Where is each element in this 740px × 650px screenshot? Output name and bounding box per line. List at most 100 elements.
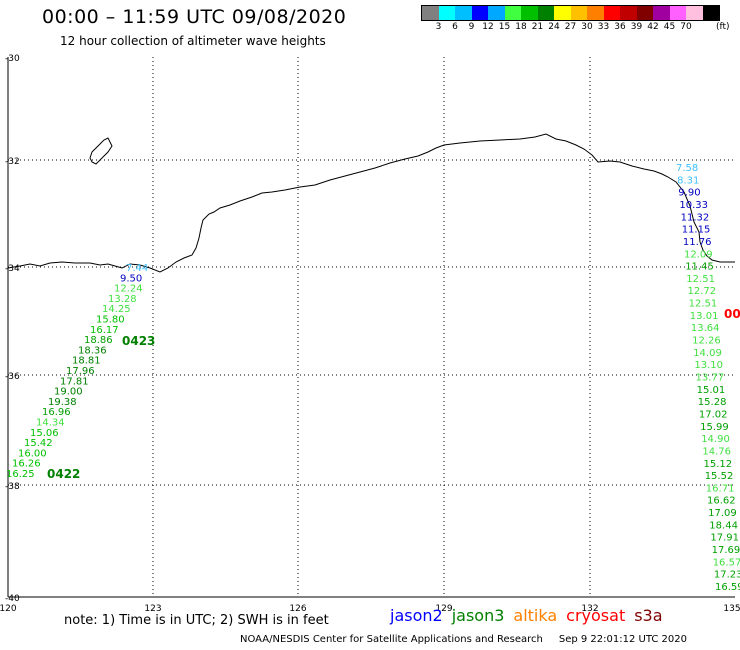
wave-height-value: 17.91 bbox=[710, 533, 739, 544]
map-subtitle: 12 hour collection of altimeter wave hei… bbox=[60, 34, 326, 48]
wave-height-value: 8.31 bbox=[677, 175, 699, 186]
lon-label: 135 bbox=[723, 604, 740, 614]
colorbar-tick-label: 42 bbox=[647, 22, 659, 32]
colorbar-swatch bbox=[438, 6, 455, 20]
wave-height-value: 12.09 bbox=[684, 249, 713, 260]
colorbar-swatch bbox=[669, 6, 686, 20]
wave-height-value: 12.51 bbox=[686, 274, 715, 285]
lat-label: -30 bbox=[5, 54, 20, 64]
colorbar-tick-label: 27 bbox=[564, 22, 577, 32]
footer-timestamp: Sep 9 22:01:12 UTC 2020 bbox=[558, 634, 687, 645]
wave-height-value: 17.23 bbox=[714, 570, 740, 581]
wave-height-value: 13.10 bbox=[694, 360, 723, 371]
wave-height-value: 7.58 bbox=[676, 163, 698, 174]
left-track-values: 7.449.5012.2413.2814.2515.8016.1718.8618… bbox=[6, 263, 148, 480]
wave-height-value: 15.52 bbox=[705, 471, 734, 482]
lon-label: 126 bbox=[289, 604, 306, 614]
wave-height-value: 15.80 bbox=[96, 315, 125, 326]
lon-label: 123 bbox=[144, 604, 161, 614]
wave-height-value: 15.99 bbox=[700, 422, 729, 433]
colorbar-tick-label: 3 bbox=[435, 22, 442, 32]
latitude-labels: -30 -32 -34 -36 -38 -40 bbox=[5, 54, 20, 604]
lon-label: 129 bbox=[435, 604, 452, 614]
colorbar-swatch bbox=[455, 6, 472, 20]
wave-height-value: 16.62 bbox=[707, 496, 736, 507]
wave-height-value: 12.72 bbox=[688, 286, 717, 297]
island-outline bbox=[89, 137, 113, 165]
coastline bbox=[7, 133, 735, 273]
wave-height-value: 18.81 bbox=[72, 356, 101, 367]
colorbar-swatch bbox=[504, 6, 521, 20]
satellite-legend-item: jason3 bbox=[451, 606, 505, 625]
colorbar-tick-label: 15 bbox=[498, 22, 511, 32]
colorbar-unit: (ft) bbox=[716, 22, 730, 32]
colorbar-tick-label: 12 bbox=[482, 22, 494, 32]
lat-label: -32 bbox=[5, 157, 20, 167]
colorbar-tick-label: 33 bbox=[597, 22, 610, 32]
wave-height-value: 15.06 bbox=[30, 428, 59, 439]
wave-height-value: 17.02 bbox=[699, 410, 728, 421]
colorbar-swatch bbox=[488, 6, 505, 20]
colorbar-swatch bbox=[521, 6, 538, 20]
wave-height-value: 16.26 bbox=[12, 459, 41, 470]
colorbar-tick-label: 36 bbox=[614, 22, 626, 32]
wave-height-value: 7.44 bbox=[126, 263, 148, 274]
map-title: 00:00 – 11:59 UTC 09/08/2020 bbox=[42, 6, 347, 28]
wave-height-value: 15.42 bbox=[24, 438, 53, 449]
lon-label: 132 bbox=[581, 604, 598, 614]
wave-height-value: 17.96 bbox=[66, 366, 95, 377]
colorbar-tick-label: 45 bbox=[663, 22, 676, 32]
satellite-legend-item: s3a bbox=[634, 606, 663, 625]
lat-label: -36 bbox=[5, 372, 20, 382]
colorbar-tick-label: 6 bbox=[452, 22, 458, 32]
wave-height-value: 15.01 bbox=[697, 385, 726, 396]
wave-height-value: 18.36 bbox=[78, 345, 107, 356]
wave-height-colorbar bbox=[421, 5, 720, 21]
colorbar-tick-label: 9 bbox=[468, 22, 475, 32]
wave-height-value: 18.44 bbox=[709, 520, 738, 531]
colorbar-swatch bbox=[471, 6, 488, 20]
colorbar-swatch bbox=[422, 6, 439, 20]
wave-height-value: 11.76 bbox=[683, 237, 712, 248]
colorbar-swatch bbox=[686, 6, 703, 20]
footer-center: NOAA/NESDIS Center for Satellite Applica… bbox=[240, 634, 543, 645]
satellite-legend-item: altika bbox=[513, 606, 558, 625]
footnote: note: 1) Time is in UTC; 2) SWH is in fe… bbox=[64, 613, 329, 628]
wave-height-value: 14.90 bbox=[701, 434, 730, 445]
wave-height-value: 12.26 bbox=[692, 336, 721, 347]
wave-height-value: 18.86 bbox=[84, 335, 113, 346]
wave-height-value: 16.96 bbox=[42, 407, 71, 418]
wave-height-value: 15.12 bbox=[704, 459, 733, 470]
wave-height-value: 12.24 bbox=[114, 284, 143, 295]
lat-label: -38 bbox=[5, 482, 20, 492]
track-label-0422: 0422 bbox=[47, 467, 80, 481]
wave-height-value: 17.69 bbox=[712, 545, 740, 556]
wave-height-value: 16.17 bbox=[90, 325, 119, 336]
longitude-labels: 120 123 126 129 132 135 bbox=[0, 604, 740, 614]
colorbar-swatch bbox=[620, 6, 637, 20]
lon-label: 120 bbox=[0, 604, 17, 614]
wave-height-value: 14.34 bbox=[36, 418, 65, 429]
footer: NOAA/NESDIS Center for Satellite Applica… bbox=[240, 634, 703, 645]
colorbar-tick-label: 30 bbox=[581, 22, 593, 32]
colorbar-swatch bbox=[653, 6, 670, 20]
lat-label: -40 bbox=[5, 594, 20, 604]
colorbar-tick-label: 70 bbox=[680, 22, 692, 32]
colorbar-swatch bbox=[570, 6, 587, 20]
wave-height-value: 10.33 bbox=[679, 200, 708, 211]
wave-height-value: 13.64 bbox=[691, 323, 720, 334]
wave-height-value: 17.81 bbox=[60, 376, 89, 387]
wave-height-value: 19.38 bbox=[48, 397, 77, 408]
satellite-legend: jason2 jason3 altika cryosat s3a bbox=[390, 606, 663, 625]
wave-height-value: 16.71 bbox=[706, 483, 735, 494]
wave-height-value: 14.09 bbox=[693, 348, 722, 359]
wave-height-value: 9.50 bbox=[120, 273, 142, 284]
track-label-0423: 0423 bbox=[122, 334, 155, 348]
wave-height-value: 13.77 bbox=[696, 373, 725, 384]
colorbar-swatch bbox=[537, 6, 554, 20]
colorbar-swatch bbox=[603, 6, 620, 20]
colorbar-tick-label: 39 bbox=[630, 22, 643, 32]
wave-height-value: 19.00 bbox=[54, 387, 83, 398]
colorbar-swatch bbox=[636, 6, 653, 20]
